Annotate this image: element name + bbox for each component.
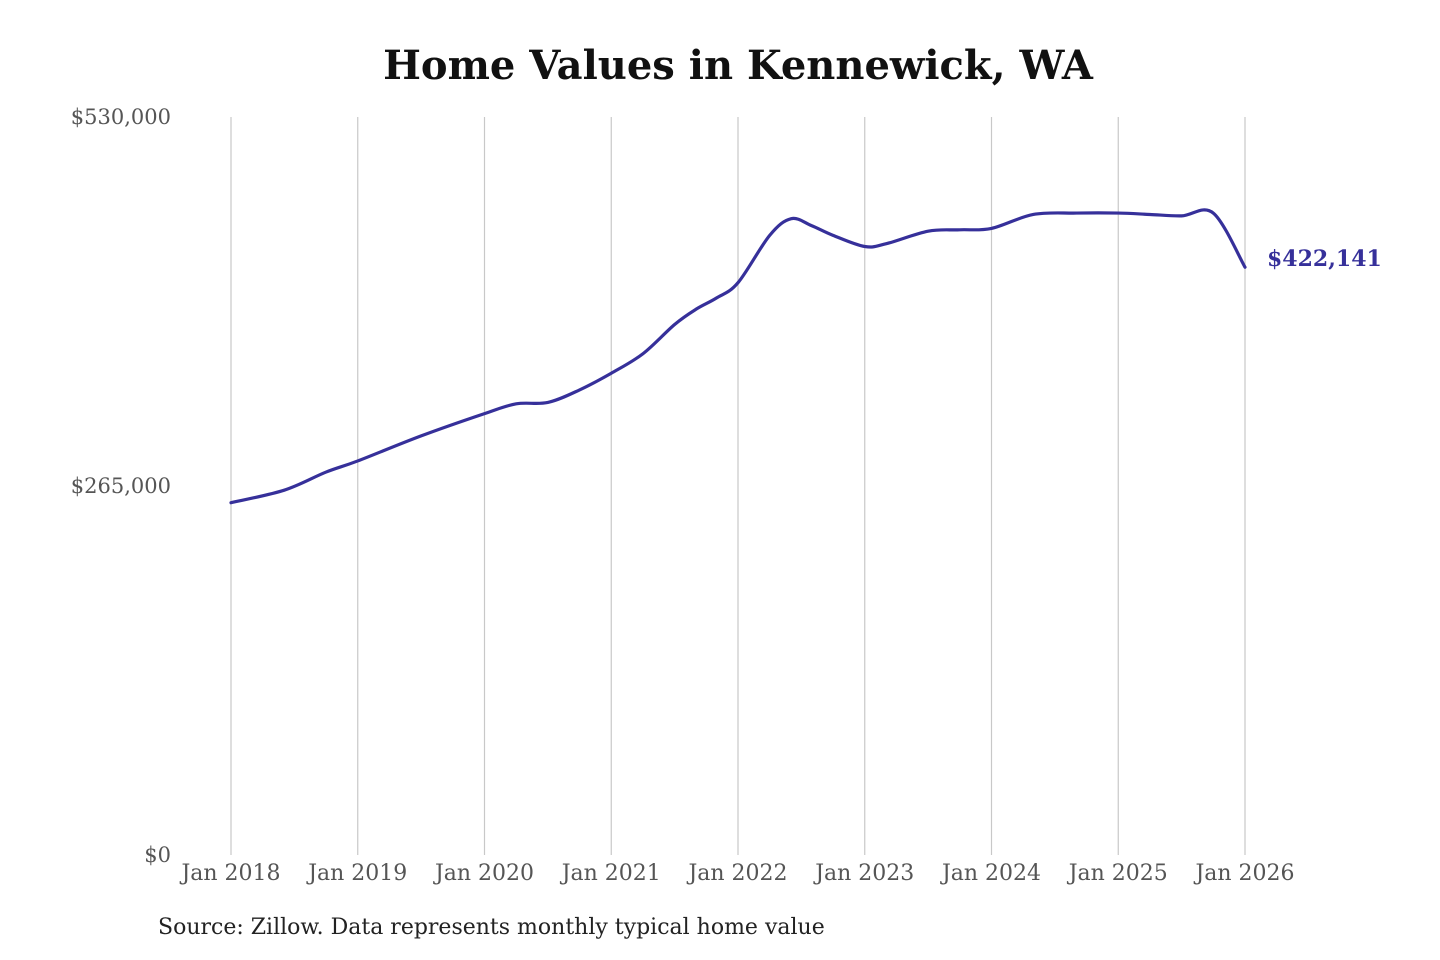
end-value-label: $422,141 <box>1267 246 1382 272</box>
y-tick-label: $530,000 <box>71 105 171 129</box>
x-axis-ticks: Jan 2018 Jan 2019 Jan 2020 Jan 2021 Jan 2022… <box>179 861 1294 886</box>
x-tick-label: Jan 2025 <box>1067 861 1168 886</box>
series-lines <box>229 208 1247 505</box>
series-line <box>229 208 1247 505</box>
y-tick-label: $0 <box>144 843 171 867</box>
y-axis-ticks: $0 $265,000 $530,000 <box>71 105 171 867</box>
x-tick-label: Jan 2022 <box>686 861 787 886</box>
x-tick-label: Jan 2020 <box>433 861 534 886</box>
data-labels: $422,141 <box>1267 246 1382 272</box>
chart-title: Home Values in Kennewick, WA <box>383 42 1093 89</box>
x-tick-label: Jan 2021 <box>560 861 661 886</box>
x-tick-label: Jan 2023 <box>813 861 914 886</box>
x-tick-label: Jan 2019 <box>306 861 407 886</box>
grid-lines <box>230 117 1246 855</box>
source-note: Source: Zillow. Data represents monthly … <box>158 915 825 940</box>
x-tick-label: Jan 2018 <box>179 861 280 886</box>
x-tick-label: Jan 2026 <box>1193 861 1294 886</box>
x-tick-label: Jan 2024 <box>940 861 1041 886</box>
y-tick-label: $265,000 <box>71 474 171 498</box>
